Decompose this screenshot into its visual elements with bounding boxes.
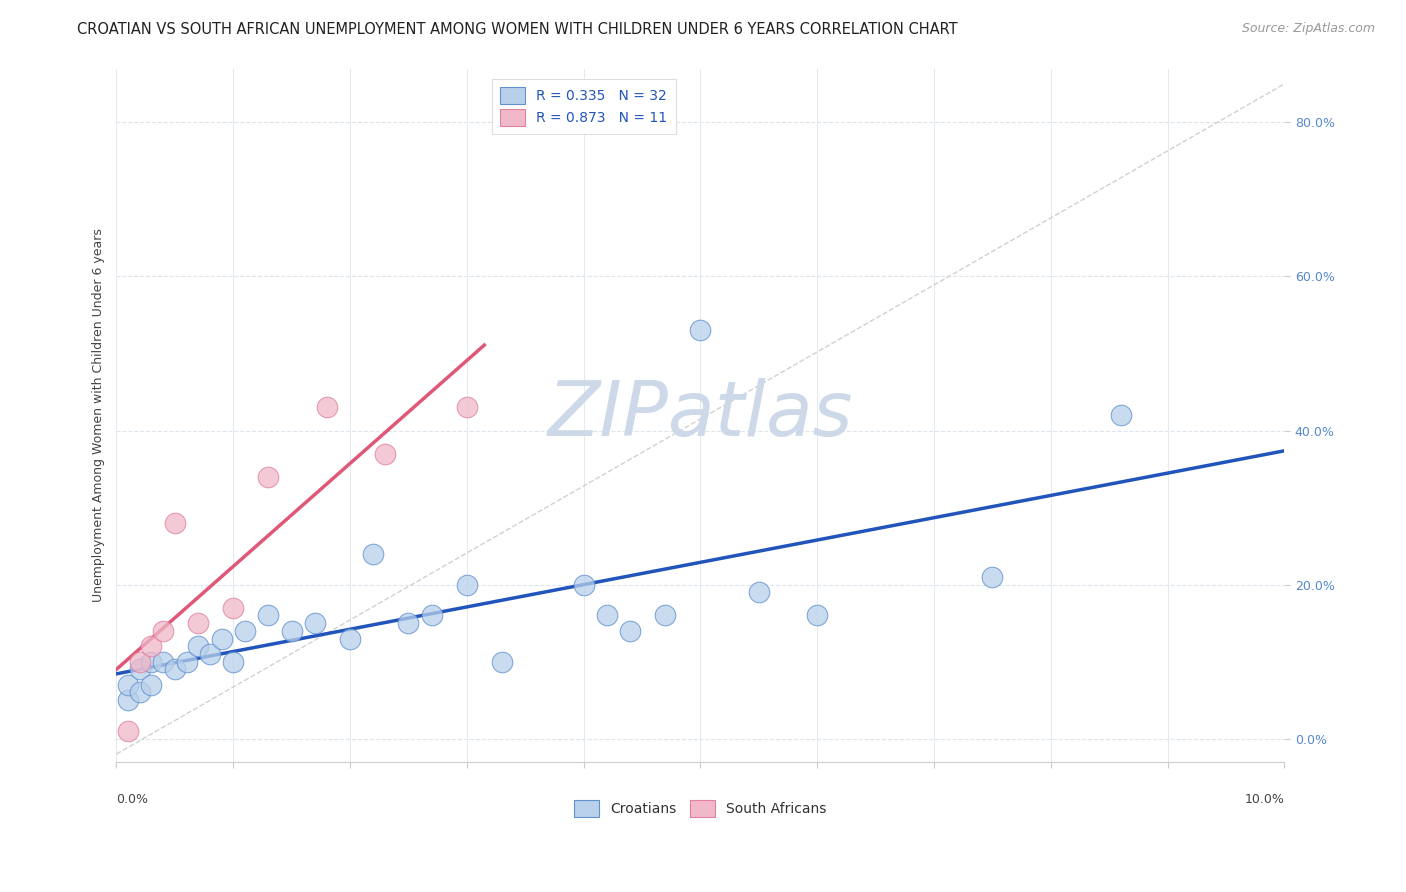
- Point: [222, 655, 245, 669]
- Point: [806, 608, 828, 623]
- Point: [280, 624, 302, 638]
- Point: [128, 655, 150, 669]
- Point: [572, 577, 595, 591]
- Point: [152, 624, 174, 638]
- Point: [689, 323, 711, 337]
- Text: ZIPatlas: ZIPatlas: [548, 378, 853, 452]
- Point: [420, 608, 443, 623]
- Point: [187, 639, 209, 653]
- Point: [456, 577, 478, 591]
- Point: [596, 608, 619, 623]
- Point: [257, 608, 280, 623]
- Point: [339, 632, 361, 646]
- Point: [163, 662, 186, 676]
- Text: Source: ZipAtlas.com: Source: ZipAtlas.com: [1241, 22, 1375, 36]
- Text: CROATIAN VS SOUTH AFRICAN UNEMPLOYMENT AMONG WOMEN WITH CHILDREN UNDER 6 YEARS C: CROATIAN VS SOUTH AFRICAN UNEMPLOYMENT A…: [77, 22, 957, 37]
- Point: [117, 723, 139, 738]
- Point: [619, 624, 641, 638]
- Point: [128, 685, 150, 699]
- Point: [654, 608, 676, 623]
- Text: 10.0%: 10.0%: [1244, 793, 1284, 805]
- Legend: Croatians, South Africans: Croatians, South Africans: [567, 793, 834, 824]
- Point: [1109, 408, 1132, 422]
- Point: [233, 624, 256, 638]
- Point: [141, 678, 163, 692]
- Point: [187, 616, 209, 631]
- Point: [456, 401, 478, 415]
- Point: [374, 447, 396, 461]
- Point: [304, 616, 326, 631]
- Text: 0.0%: 0.0%: [117, 793, 149, 805]
- Point: [222, 600, 245, 615]
- Point: [117, 693, 139, 707]
- Point: [152, 655, 174, 669]
- Y-axis label: Unemployment Among Women with Children Under 6 years: Unemployment Among Women with Children U…: [93, 228, 105, 602]
- Point: [141, 655, 163, 669]
- Point: [117, 678, 139, 692]
- Point: [315, 401, 337, 415]
- Point: [363, 547, 385, 561]
- Point: [163, 516, 186, 530]
- Point: [748, 585, 770, 599]
- Point: [141, 639, 163, 653]
- Point: [491, 655, 513, 669]
- Point: [257, 469, 280, 483]
- Point: [198, 647, 221, 661]
- Point: [396, 616, 419, 631]
- Point: [211, 632, 233, 646]
- Point: [128, 662, 150, 676]
- Point: [981, 570, 1004, 584]
- Point: [176, 655, 198, 669]
